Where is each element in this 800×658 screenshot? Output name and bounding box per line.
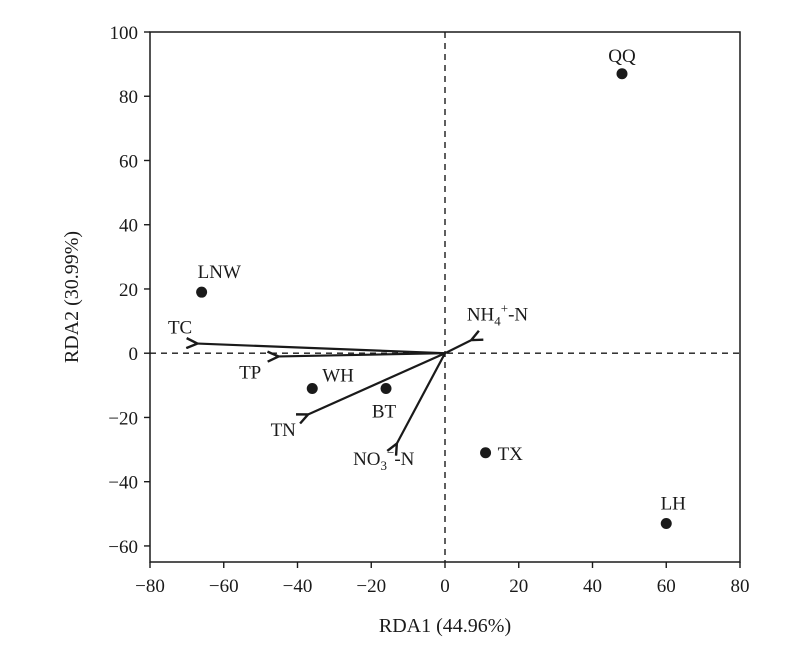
y-axis: −60 −40 −20 0 20 40 60 80 100: [108, 23, 150, 558]
sample-point: [616, 68, 628, 80]
x-tick-label: 0: [440, 576, 450, 597]
x-tick-label: 60: [657, 576, 676, 597]
y-tick-label: 60: [119, 151, 138, 172]
point-label: BT: [372, 402, 397, 423]
vector-arrow: [309, 352, 446, 414]
vector-arrow: [198, 344, 446, 355]
sample-point: [380, 383, 392, 395]
sample-point: [196, 286, 208, 298]
point-label: WH: [322, 366, 354, 387]
vector-label: TN: [271, 420, 297, 441]
sample-point: [660, 517, 672, 529]
y-tick-label: 100: [110, 23, 139, 44]
vector-group: TC TP TN NO3−-N NH4+-N: [168, 300, 528, 473]
sample-point: [480, 447, 492, 459]
y-tick-label: −20: [108, 408, 138, 429]
y-tick-label: 80: [119, 87, 138, 108]
point-label: TX: [498, 444, 524, 465]
vector-arrow: [444, 340, 471, 355]
x-tick-label: 80: [731, 576, 750, 597]
point-label: QQ: [608, 46, 636, 67]
y-tick-label: 40: [119, 216, 138, 237]
point-label: LH: [661, 493, 687, 514]
point-label: LNW: [198, 262, 241, 283]
x-tick-label: −80: [135, 576, 165, 597]
y-tick-label: −40: [108, 473, 138, 494]
y-tick-label: 0: [129, 344, 139, 365]
x-tick-label: −40: [283, 576, 313, 597]
x-axis: −80 −60 −40 −20 0 20 40 60 80: [135, 562, 750, 597]
vector-label: TC: [168, 318, 192, 339]
y-axis-title: RDA2 (30.99%): [61, 231, 83, 363]
y-tick-label: −60: [108, 537, 138, 558]
vector-arrow: [279, 353, 446, 356]
point-group: QQ LNW WH BT TX LH: [196, 46, 686, 529]
x-tick-label: 40: [583, 576, 602, 597]
sample-point: [306, 383, 318, 395]
vector-label: TP: [239, 362, 261, 383]
x-tick-label: −60: [209, 576, 239, 597]
x-tick-label: −20: [356, 576, 386, 597]
vector-arrow: [397, 352, 446, 443]
x-axis-title: RDA1 (44.96%): [379, 615, 511, 637]
reference-lines: [150, 32, 740, 562]
vector-label: NO3−-N: [353, 445, 415, 473]
vector-label: NH4+-N: [467, 300, 529, 328]
x-tick-label: 20: [509, 576, 528, 597]
y-tick-label: 20: [119, 280, 138, 301]
